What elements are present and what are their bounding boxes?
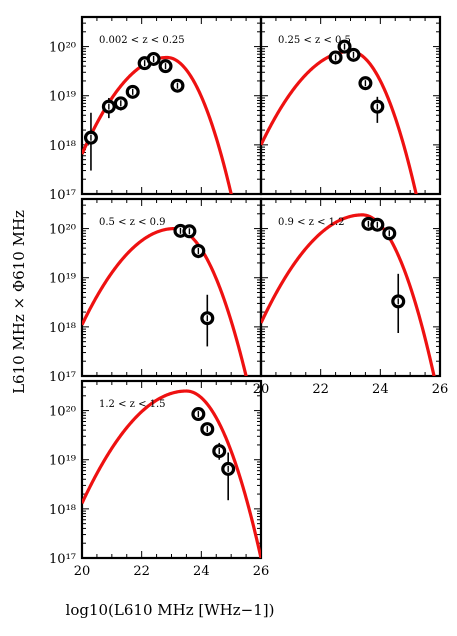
y-tick-label: 10²⁰	[49, 223, 76, 238]
panel-2: 0.25 < z < 0.5	[259, 15, 442, 196]
y-axis-title: L610 MHz × Φ610 MHz	[10, 210, 28, 394]
y-tick-label: 10¹⁸	[49, 503, 76, 518]
x-tick-label: 24	[372, 382, 389, 397]
model-curve	[82, 226, 248, 376]
y-tick-label: 10¹⁷	[49, 188, 76, 203]
panel-label: 0.002 < z < 0.25	[99, 35, 185, 46]
x-tick-label: 20	[74, 564, 91, 579]
panel-5: 10¹⁷ 10¹⁸ 10¹⁹ 10²⁰ 20 22 24 26 1.2 < z < 1.5	[49, 379, 270, 579]
y-tick-label: 10²⁰	[49, 405, 76, 420]
x-axis-title: log10(L610 MHz [WHz−1])	[66, 601, 275, 619]
model-curve	[82, 55, 233, 194]
y-tick-label: 10¹⁷	[49, 552, 76, 567]
y-tick-label: 10¹⁷	[49, 370, 76, 385]
panel-label: 1.2 < z < 1.5	[99, 399, 166, 410]
y-tick-label: 10¹⁸	[49, 321, 76, 336]
y-tick-label: 10¹⁹	[49, 90, 76, 105]
x-tick-label: 26	[432, 382, 449, 397]
x-tick-label: 22	[133, 564, 150, 579]
y-tick-label: 10²⁰	[49, 41, 76, 56]
model-curve	[82, 389, 261, 558]
panel-3: 10¹⁷ 10¹⁸ 10¹⁹ 10²⁰ 0.5 < z < 0.9	[49, 197, 263, 385]
panel-label: 0.9 < z < 1.2	[278, 217, 345, 228]
panel-label: 0.5 < z < 0.9	[99, 217, 166, 228]
panel-grid: 10¹⁷ 10¹⁸ 10¹⁹ 10²⁰ 0.002 < z < 0.25 0.25 < z…	[49, 15, 449, 579]
y-tick-label: 10¹⁹	[49, 272, 76, 287]
panel-label: 0.25 < z < 0.5	[278, 35, 351, 46]
model-curve	[261, 49, 418, 194]
x-tick-label: 26	[253, 564, 270, 579]
x-tick-label: 22	[312, 382, 329, 397]
y-tick-label: 10¹⁹	[49, 454, 76, 469]
model-curve	[261, 213, 436, 376]
panel-1: 10¹⁷ 10¹⁸ 10¹⁹ 10²⁰ 0.002 < z < 0.25	[49, 15, 263, 203]
panel-4: 20 22 24 260.9 < z < 1.2	[253, 197, 449, 397]
y-tick-label: 10¹⁸	[49, 139, 76, 154]
x-tick-label: 24	[193, 564, 210, 579]
